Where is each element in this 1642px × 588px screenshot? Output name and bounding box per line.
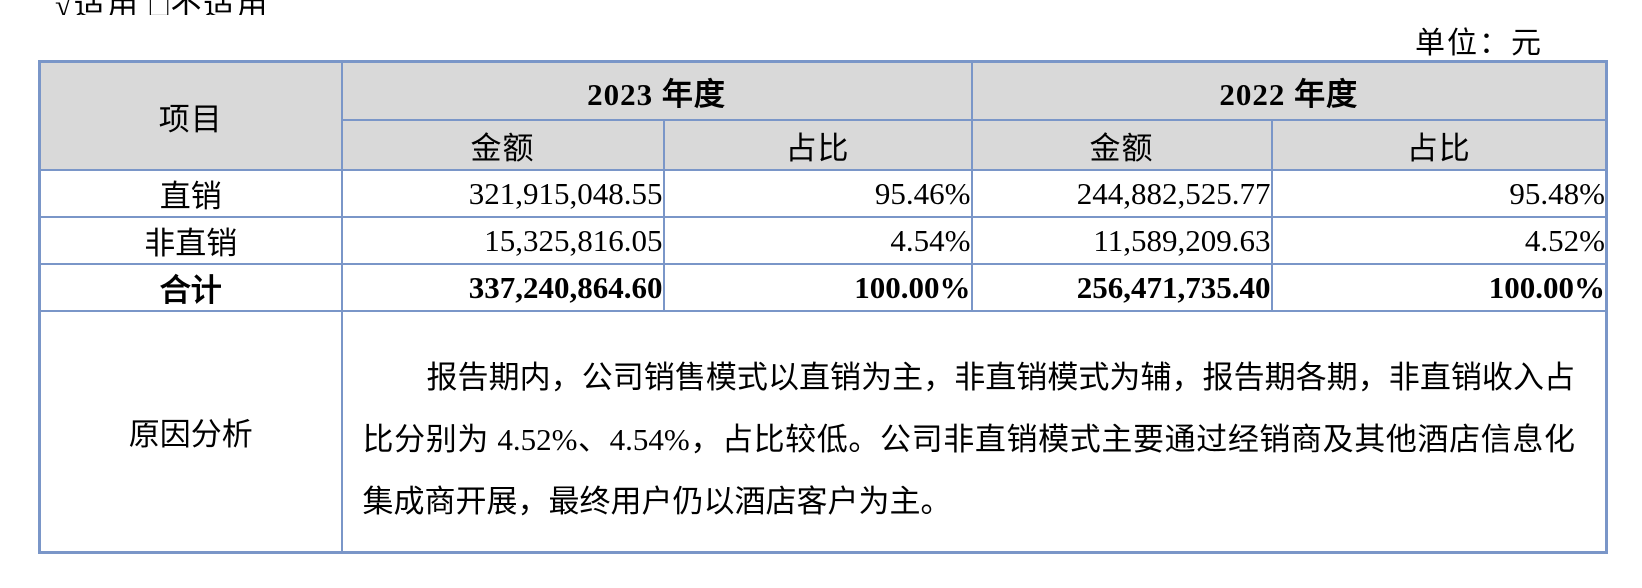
ratio-2022: 4.52% — [1270, 216, 1608, 265]
table-row-direct-sales: 直销 321,915,048.55 95.46% 244,882,525.77 … — [38, 169, 1608, 218]
ratio-2023: 4.54% — [662, 216, 973, 265]
table-header-row-metrics: 金额 占比 金额 占比 — [40, 119, 1608, 171]
amount-2022: 256,471,735.40 — [970, 263, 1273, 312]
applicability-line: √适用 □不适用 — [55, 0, 270, 15]
ratio-2022: 100.00% — [1270, 263, 1608, 312]
amount-2023: 15,325,816.05 — [340, 216, 665, 265]
row-label: 直销 — [38, 169, 343, 218]
sales-mode-revenue-table: 项目 2023 年度 2022 年度 金额 占比 金额 占比 直销 321,91… — [38, 60, 1608, 554]
unit-label: 单位：元 — [1415, 27, 1543, 60]
amount-2022: 11,589,209.63 — [970, 216, 1273, 265]
amount-2022: 244,882,525.77 — [970, 169, 1273, 218]
header-ratio-2023: 占比 — [662, 119, 973, 171]
ratio-2023: 95.46% — [662, 169, 973, 218]
header-amount-2022: 金额 — [970, 119, 1273, 171]
analysis-label: 原因分析 — [38, 310, 343, 554]
header-item: 项目 — [38, 60, 343, 171]
ratio-2023: 100.00% — [662, 263, 973, 312]
header-amount-2023: 金额 — [340, 119, 665, 171]
amount-2023: 337,240,864.60 — [340, 263, 665, 312]
table-row-total: 合计 337,240,864.60 100.00% 256,471,735.40… — [38, 263, 1608, 312]
header-year-2023: 2023 年度 — [340, 60, 973, 121]
row-label: 合计 — [38, 263, 343, 312]
ratio-2022: 95.48% — [1270, 169, 1608, 218]
analysis-text-cell: 报告期内，公司销售模式以直销为主，非直销模式为辅，报告期各期，非直销收入占比分别… — [340, 310, 1608, 554]
table-header-row-years: 项目 2023 年度 2022 年度 — [38, 60, 1608, 171]
row-label: 非直销 — [38, 216, 343, 265]
analysis-text: 报告期内，公司销售模式以直销为主，非直销模式为辅，报告期各期，非直销收入占比分别… — [362, 359, 1576, 519]
table-row-reason-analysis: 原因分析 报告期内，公司销售模式以直销为主，非直销模式为辅，报告期各期，非直销收… — [38, 310, 1608, 554]
header-year-2022: 2022 年度 — [970, 60, 1608, 121]
table-row-non-direct-sales: 非直销 15,325,816.05 4.54% 11,589,209.63 4.… — [38, 216, 1608, 265]
header-ratio-2022: 占比 — [1270, 119, 1608, 171]
amount-2023: 321,915,048.55 — [340, 169, 665, 218]
applicability-text: √适用 □不适用 — [55, 0, 270, 15]
